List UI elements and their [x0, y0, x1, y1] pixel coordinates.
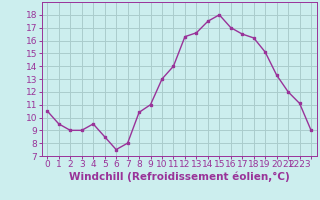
X-axis label: Windchill (Refroidissement éolien,°C): Windchill (Refroidissement éolien,°C) [69, 172, 290, 182]
